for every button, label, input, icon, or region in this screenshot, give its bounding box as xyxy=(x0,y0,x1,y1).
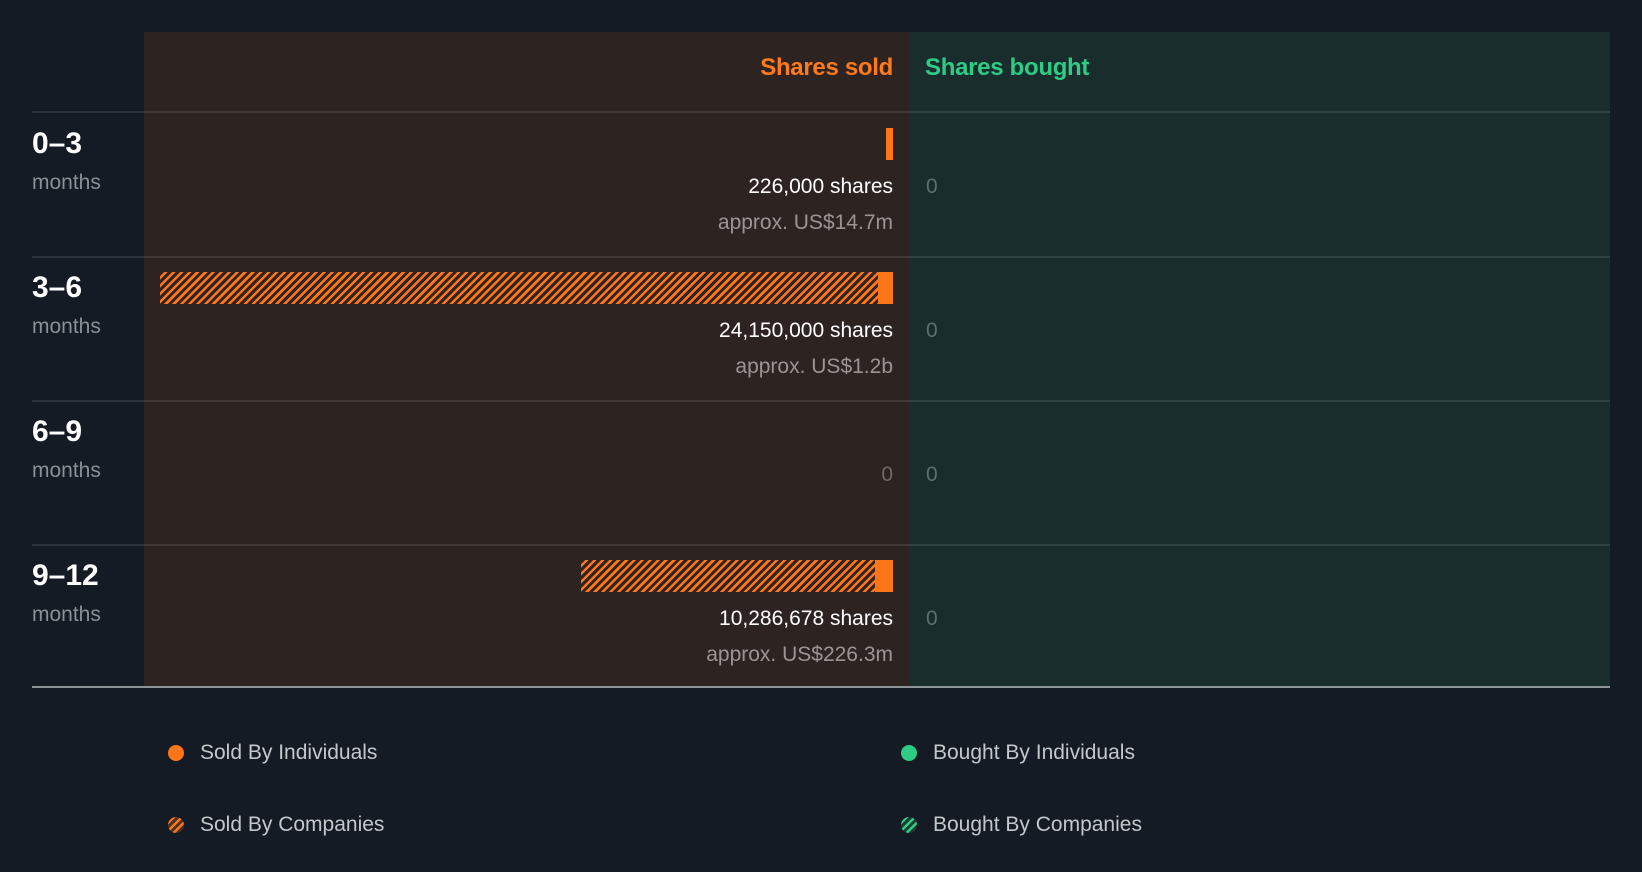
row-0-3-months: 0–3 months 226,000 shares approx. US$14.… xyxy=(0,113,1642,257)
legend-bought-individuals[interactable]: Bought By Individuals xyxy=(901,741,1135,765)
bought-shares-count: 0 xyxy=(926,463,938,486)
bought-shares-count: 0 xyxy=(926,319,938,342)
legend-label: Sold By Individuals xyxy=(200,741,378,764)
sold-companies-bar[interactable] xyxy=(581,560,875,592)
shares-bought-panel xyxy=(909,32,1610,687)
legend-label: Sold By Companies xyxy=(200,813,385,836)
orange-hatched-dot-icon xyxy=(168,817,184,833)
legend-sold-individuals[interactable]: Sold By Individuals xyxy=(168,741,377,765)
range-unit: months xyxy=(32,459,101,482)
row-6-9-months: 6–9 months 0 0 xyxy=(0,401,1642,545)
sold-shares-count: 0 xyxy=(881,463,893,486)
range-unit: months xyxy=(32,315,101,338)
divider xyxy=(32,256,1610,258)
green-dot-icon xyxy=(901,745,917,761)
range-label: 6–9 xyxy=(32,415,83,448)
range-unit: months xyxy=(32,603,101,626)
sold-shares-value: approx. US$226.3m xyxy=(706,643,893,666)
sold-shares-value: approx. US$14.7m xyxy=(717,211,893,234)
legend-sold-companies[interactable]: Sold By Companies xyxy=(168,813,384,837)
orange-dot-icon xyxy=(168,745,184,761)
range-label: 0–3 xyxy=(32,127,83,160)
shares-sold-header: Shares sold xyxy=(760,54,893,81)
row-3-6-months: 3–6 months 24,150,000 shares approx. US$… xyxy=(0,257,1642,401)
shares-bought-header: Shares bought xyxy=(925,54,1090,81)
sold-companies-bar[interactable] xyxy=(160,272,878,304)
legend-label: Bought By Companies xyxy=(933,813,1142,836)
sold-individuals-bar[interactable] xyxy=(886,128,893,160)
sold-individuals-bar[interactable] xyxy=(875,560,893,592)
range-label: 3–6 xyxy=(32,271,83,304)
sold-shares-value: approx. US$1.2b xyxy=(735,355,893,378)
sold-shares-count: 24,150,000 shares xyxy=(719,319,893,342)
legend-label: Bought By Individuals xyxy=(933,741,1135,764)
bought-shares-count: 0 xyxy=(926,175,938,198)
range-unit: months xyxy=(32,171,101,194)
divider xyxy=(32,111,1610,113)
sold-shares-count: 226,000 shares xyxy=(748,175,893,198)
legend-bought-companies[interactable]: Bought By Companies xyxy=(901,813,1142,837)
range-label: 9–12 xyxy=(32,559,99,592)
divider xyxy=(32,400,1610,402)
chart-baseline xyxy=(32,686,1610,688)
sold-individuals-bar[interactable] xyxy=(878,272,893,304)
green-hatched-dot-icon xyxy=(901,817,917,833)
sold-shares-count: 10,286,678 shares xyxy=(719,607,893,630)
divider xyxy=(32,544,1610,546)
bought-shares-count: 0 xyxy=(926,607,938,630)
row-9-12-months: 9–12 months 10,286,678 shares approx. US… xyxy=(0,545,1642,689)
